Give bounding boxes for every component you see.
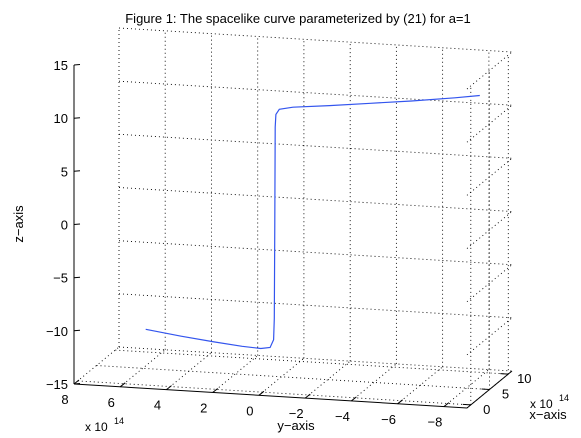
x-axis-multiplier: x 10 14 bbox=[530, 393, 569, 411]
x-tick bbox=[500, 373, 509, 375]
y-tick-label: −4 bbox=[335, 409, 350, 424]
z-tick bbox=[73, 276, 81, 279]
y-tick-label: −8 bbox=[427, 415, 442, 430]
x-tick bbox=[481, 388, 490, 390]
chart-title: Figure 1: The spacelike curve parameteri… bbox=[125, 11, 471, 26]
gridline-backwall-z bbox=[118, 293, 513, 319]
gridline-floor-y bbox=[397, 366, 443, 405]
gridline-sidewall-z bbox=[466, 51, 513, 90]
z-tick-label: 15 bbox=[54, 58, 68, 73]
gridline-sidewall-z bbox=[466, 264, 513, 303]
y-tick bbox=[166, 385, 172, 390]
y-tick bbox=[212, 388, 219, 393]
z-tick bbox=[73, 117, 81, 119]
x-multiplier-exponent: 14 bbox=[559, 393, 569, 403]
x-tick-label: 0 bbox=[483, 402, 490, 417]
z-tick bbox=[73, 329, 81, 332]
y-multiplier-exponent: 14 bbox=[114, 416, 124, 426]
z-tick bbox=[73, 170, 81, 172]
z-tick bbox=[73, 64, 81, 66]
z-tick bbox=[73, 223, 81, 225]
y-axis-multiplier: x 10 14 bbox=[85, 416, 124, 434]
y-tick-label: 2 bbox=[200, 401, 207, 416]
z-tick-label: −5 bbox=[53, 271, 68, 286]
gridline-backwall-z bbox=[118, 133, 513, 159]
x-tick-label: 5 bbox=[502, 387, 509, 402]
y-tick-label: −6 bbox=[381, 412, 396, 427]
gridline-sidewall-z bbox=[466, 317, 513, 356]
x-axis-label: x−axis bbox=[529, 407, 567, 422]
y-tick-label: 0 bbox=[246, 403, 253, 418]
y-tick-label: 4 bbox=[154, 398, 161, 413]
y-tick bbox=[73, 379, 80, 385]
y-tick bbox=[258, 390, 265, 396]
y-tick-label: −2 bbox=[289, 406, 304, 421]
gridline-backwall-z bbox=[118, 27, 513, 53]
gridline-floor-y bbox=[443, 369, 490, 407]
z-tick bbox=[73, 383, 81, 385]
gridline-backwall-z bbox=[118, 187, 513, 212]
gridline-floor-x bbox=[77, 380, 471, 406]
y-tick bbox=[443, 402, 450, 407]
y-tick-label: 8 bbox=[61, 392, 68, 407]
z-tick-label: −15 bbox=[46, 377, 68, 392]
x-multiplier-base: x 10 bbox=[530, 397, 553, 411]
gridline-backwall-z bbox=[118, 346, 513, 372]
axis-ticks bbox=[73, 64, 509, 407]
y-axis-line bbox=[73, 383, 468, 409]
y-tick bbox=[351, 396, 357, 402]
y-tick-label: 6 bbox=[108, 395, 115, 410]
y-tick bbox=[397, 399, 403, 405]
z-axis-label: z−axis bbox=[11, 205, 26, 243]
z-tick-label: 10 bbox=[54, 111, 68, 126]
gridline-floor-y bbox=[119, 349, 166, 388]
z-tick-label: 5 bbox=[61, 164, 68, 179]
gridline-floor-y bbox=[212, 355, 258, 393]
z-tick-label: −10 bbox=[46, 324, 68, 339]
y-tick bbox=[304, 393, 311, 399]
y-tick bbox=[119, 382, 126, 388]
y-axis-label: y−axis bbox=[277, 418, 315, 433]
gridline-sidewall-z bbox=[466, 211, 513, 249]
x-tick-label: 10 bbox=[517, 371, 531, 386]
grid-lines bbox=[73, 27, 513, 409]
gridline-backwall-z bbox=[118, 240, 513, 266]
gridline-floor-y bbox=[73, 346, 120, 385]
gridline-sidewall-z bbox=[466, 104, 513, 143]
gridline-backwall-z bbox=[118, 80, 513, 106]
gridline-floor-x bbox=[96, 365, 490, 390]
gridline-floor-y bbox=[304, 360, 351, 399]
z-tick-label: 0 bbox=[61, 218, 68, 233]
y-multiplier-base: x 10 bbox=[85, 420, 108, 434]
series-curve bbox=[145, 94, 480, 350]
x-tick bbox=[462, 403, 471, 406]
gridline-sidewall-z bbox=[466, 157, 513, 196]
gridline-floor-y bbox=[166, 352, 212, 390]
axes-box bbox=[73, 65, 513, 409]
gridline-floor-y bbox=[351, 363, 397, 402]
gridline-floor-y bbox=[258, 357, 305, 396]
gridline-floor-x bbox=[115, 349, 509, 375]
